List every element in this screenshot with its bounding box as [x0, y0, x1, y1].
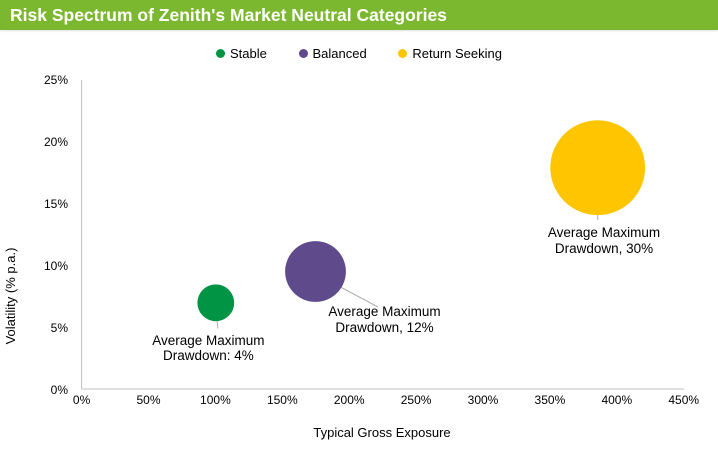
svg-text:Average Maximum: Average Maximum [548, 225, 660, 240]
svg-text:Drawdown: 4%: Drawdown: 4% [163, 348, 254, 363]
svg-text:Drawdown, 12%: Drawdown, 12% [335, 320, 433, 335]
svg-text:Drawdown, 30%: Drawdown, 30% [555, 241, 653, 256]
svg-text:200%: 200% [334, 393, 365, 407]
svg-text:Average Maximum: Average Maximum [328, 304, 440, 319]
svg-text:150%: 150% [267, 393, 298, 407]
svg-text:Average Maximum: Average Maximum [152, 333, 264, 348]
svg-text:10%: 10% [44, 259, 68, 273]
svg-text:250%: 250% [401, 393, 432, 407]
svg-text:400%: 400% [601, 393, 632, 407]
svg-text:Volatility (% p.a.): Volatility (% p.a.) [3, 248, 18, 345]
svg-text:0%: 0% [51, 383, 69, 397]
svg-text:0%: 0% [73, 393, 91, 407]
svg-text:5%: 5% [51, 321, 69, 335]
svg-text:15%: 15% [44, 197, 68, 211]
svg-text:350%: 350% [535, 393, 566, 407]
svg-text:20%: 20% [44, 135, 68, 149]
svg-text:300%: 300% [468, 393, 499, 407]
svg-text:Typical Gross Exposure: Typical Gross Exposure [313, 425, 450, 440]
svg-text:100%: 100% [200, 393, 231, 407]
svg-text:25%: 25% [44, 73, 68, 87]
svg-text:450%: 450% [668, 393, 699, 407]
svg-text:50%: 50% [136, 393, 160, 407]
